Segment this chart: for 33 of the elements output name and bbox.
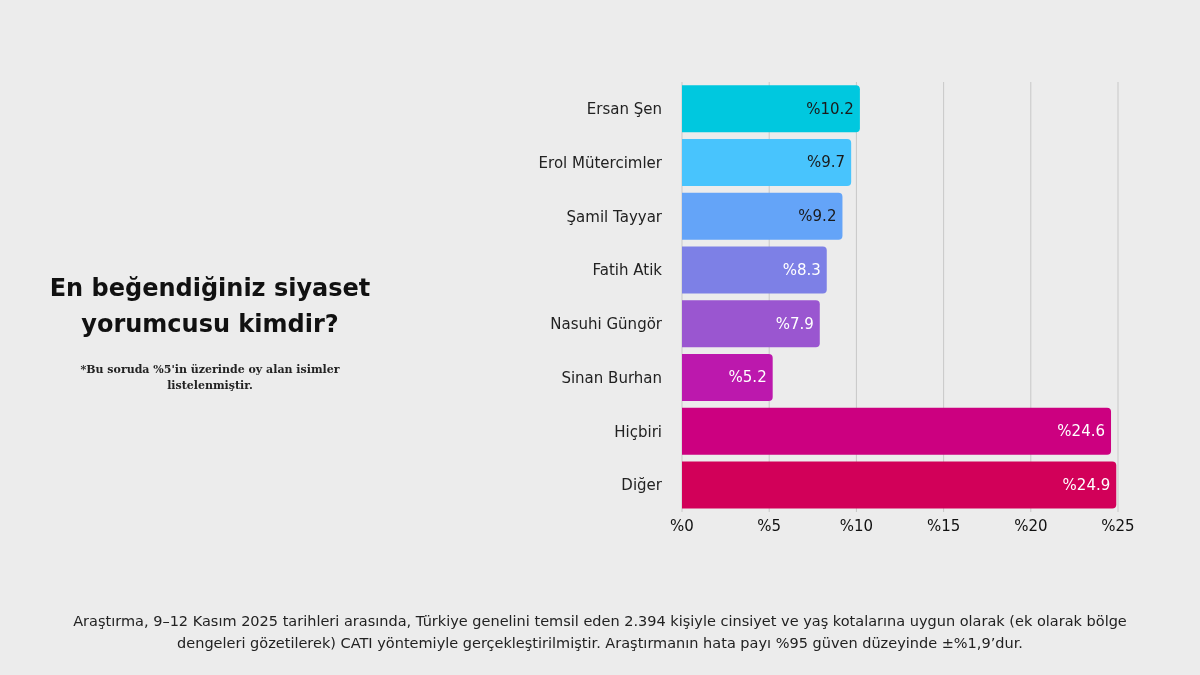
x-tick-label: %5 (757, 516, 782, 535)
text: *Bu soruda %5'in üzerinde oy alan isimler listelenmiştir. (79, 362, 341, 394)
bar (682, 138, 852, 186)
text: Araştırma, 9–12 Kasım 2025 tarihleri arasında, Türkiye genelini temsil eden 2.394 kişiyle cinsiyet ve yaş kotalarına uygun olarak (ek olarak bölge dengeleri gözetilerek) CATI yöntemiyle gerçekleştirilmiştir. Araştırmanın hata payı %95 güven düzeyinde ±%1,9’dur. (72, 612, 1128, 653)
bar (682, 85, 860, 133)
y-tick-label: Hiçbiri (614, 422, 662, 441)
data-label: %9.2 (798, 207, 837, 226)
x-tick-label: %20 (1014, 516, 1048, 535)
data-label: %24.6 (1057, 422, 1106, 441)
data-label: %9.7 (807, 153, 846, 172)
y-tick-label: Diğer (621, 476, 663, 495)
bar (682, 461, 1117, 509)
data-label: %10.2 (806, 99, 854, 118)
text: En beğendiğiniz siyaset yorumcusu kimdir? (48, 273, 372, 340)
y-tick-label: Erol Mütercimler (538, 153, 663, 172)
data-label: %24.9 (1062, 475, 1111, 494)
bar (682, 192, 843, 240)
y-tick-label: Nasuhi Güngör (550, 315, 663, 334)
bar (682, 407, 1112, 455)
y-tick-label: Ersan Şen (586, 100, 662, 119)
data-label: %8.3 (782, 260, 821, 279)
y-tick-label: Şamil Tayyar (566, 207, 663, 226)
bar (682, 353, 773, 401)
y-tick-label: Fatih Atik (592, 261, 663, 280)
bar (682, 246, 827, 294)
bar (682, 300, 820, 348)
data-label: %7.9 (775, 314, 814, 333)
y-tick-label: Sinan Burhan (561, 368, 662, 387)
x-tick-label: %25 (1101, 516, 1135, 535)
x-tick-label: %15 (926, 516, 961, 535)
x-tick-label: %0 (670, 516, 694, 535)
data-label: %5.2 (728, 368, 767, 387)
x-tick-label: %10 (839, 516, 874, 535)
